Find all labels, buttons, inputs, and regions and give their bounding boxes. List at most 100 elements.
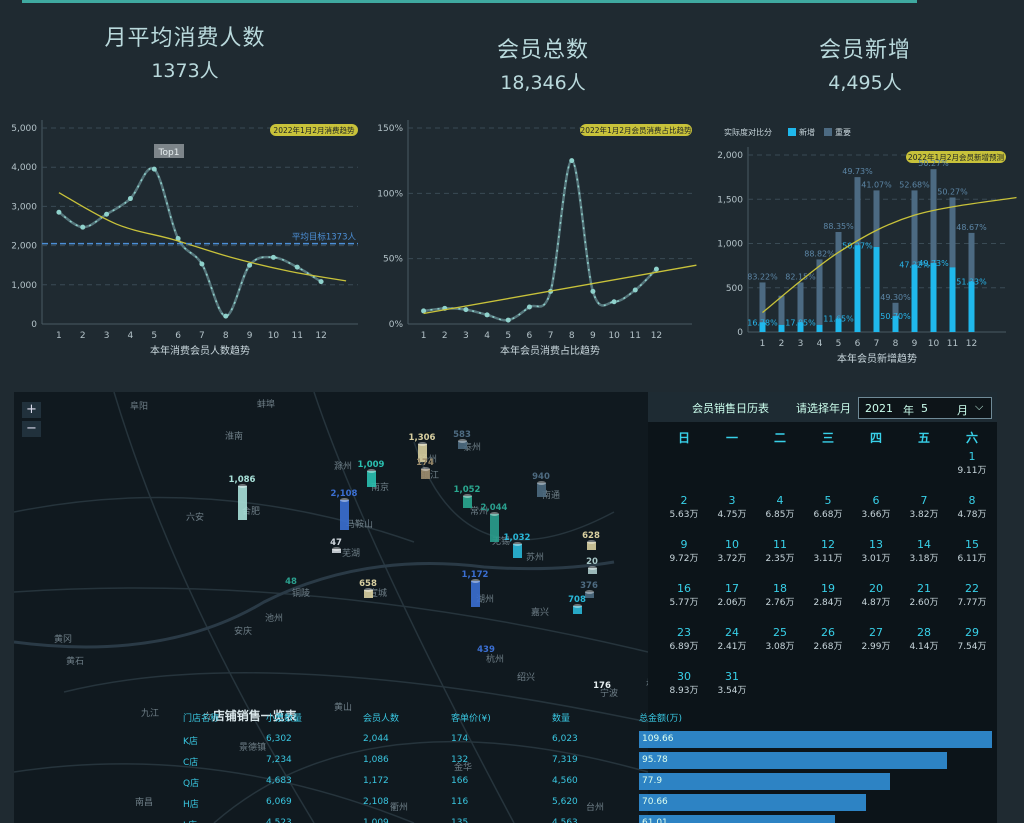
store-marker: 1,052	[454, 485, 481, 508]
day-number: 31	[725, 670, 739, 683]
y-tick-label: 1,000	[717, 240, 743, 250]
bar-important	[911, 190, 918, 332]
column-header[interactable]: 会员人数	[363, 714, 400, 724]
calendar-day[interactable]: 12 3.11万	[805, 538, 851, 564]
y-tick-label: 150%	[377, 124, 403, 134]
calendar-day[interactable]: 27 2.99万	[853, 626, 899, 652]
table-cell: C店	[183, 758, 199, 768]
calendar-day[interactable]: 9 9.72万	[661, 538, 707, 564]
y-tick-label: 0%	[389, 320, 404, 330]
calendar-day[interactable]: 26 2.68万	[805, 626, 851, 652]
zoom-out-button[interactable]: −	[22, 421, 41, 437]
table-cell: 1,172	[363, 776, 389, 786]
bar-new	[949, 267, 956, 332]
bar-label: 88.82%	[804, 249, 835, 258]
city-label: 绍兴	[517, 671, 535, 683]
calendar-day[interactable]: 30 8.93万	[661, 670, 707, 696]
bar-label: 47.32%	[899, 261, 930, 270]
road-line	[63, 672, 648, 723]
calendar-day[interactable]: 29 7.54万	[949, 626, 995, 652]
store-marker: 628	[582, 531, 600, 550]
day-amount: 4.75万	[717, 510, 747, 520]
data-point	[80, 224, 86, 230]
day-amount: 5.77万	[669, 598, 699, 608]
column-header[interactable]: 门店名称	[183, 714, 220, 724]
data-point	[484, 312, 490, 318]
month-value: 5	[921, 402, 928, 415]
x-tick-label: 12	[315, 331, 326, 341]
table-cell: 1,009	[363, 818, 389, 823]
city-label: 嘉兴	[531, 606, 549, 618]
bar-label: 88.35%	[823, 222, 854, 231]
calendar-day[interactable]: 25 3.08万	[757, 626, 803, 652]
calendar-day[interactable]: 24 2.41万	[709, 626, 755, 652]
column-header[interactable]: 数量	[552, 714, 571, 724]
day-amount: 3.11万	[813, 554, 843, 564]
calendar-day[interactable]: 5 6.68万	[805, 494, 851, 520]
y-tick-label: 1,500	[717, 195, 743, 205]
store-marker: 708	[568, 595, 586, 614]
bar-new	[873, 247, 880, 332]
zoom-in-button[interactable]: +	[22, 402, 41, 418]
bar-new	[968, 281, 975, 332]
x-tick-label: 8	[223, 331, 229, 341]
amount-bar: 77.9	[639, 773, 890, 790]
calendar-day[interactable]: 1 9.11万	[949, 450, 995, 476]
column-header[interactable]: 客单价(¥)	[451, 714, 491, 724]
marker-value: 1,052	[454, 485, 481, 495]
calendar-day[interactable]: 21 2.60万	[901, 582, 947, 608]
column-header-amount[interactable]: 总金额(万)	[639, 714, 683, 724]
calendar-day[interactable]: 6 3.66万	[853, 494, 899, 520]
day-number: 14	[917, 538, 931, 551]
calendar-day[interactable]: 16 5.77万	[661, 582, 707, 608]
city-label: 安庆	[234, 625, 252, 637]
calendar-day[interactable]: 2 5.63万	[661, 494, 707, 520]
marker-value: 20	[586, 557, 598, 567]
calendar-day[interactable]: 20 4.87万	[853, 582, 899, 608]
calendar-day[interactable]: 18 2.76万	[757, 582, 803, 608]
city-label: 南昌	[135, 796, 153, 808]
marker-value: 583	[453, 430, 471, 440]
x-tick-label: 7	[199, 331, 205, 341]
store-map[interactable]: 阜阳 蚌埠 淮南 滁州 合肥 六安 马鞍山 芜湖 南京 扬州 泰州 镇江 常州 无锡 南通 苏州 湖州 嘉兴 宣城铜…	[14, 392, 997, 823]
column-header[interactable]: 小票数量	[266, 714, 303, 724]
calendar-day[interactable]: 17 2.06万	[709, 582, 755, 608]
calendar-day[interactable]: 19 2.84万	[805, 582, 851, 608]
calendar-day[interactable]: 22 7.77万	[949, 582, 995, 608]
city-label: 无锡	[492, 536, 510, 547]
calendar-day[interactable]: 13 3.01万	[853, 538, 899, 564]
calendar-day[interactable]: 23 6.89万	[661, 626, 707, 652]
data-point	[104, 211, 110, 217]
calendar-day[interactable]: 10 3.72万	[709, 538, 755, 564]
calendar-day[interactable]: 31 3.54万	[709, 670, 755, 696]
marker-value: 48	[285, 577, 297, 587]
day-amount: 4.78万	[957, 510, 987, 520]
calendar-day[interactable]: 3 4.75万	[709, 494, 755, 520]
data-point	[127, 196, 133, 202]
calendar-title: 会员销售日历表	[692, 402, 769, 415]
x-tick-label: 4	[817, 339, 823, 349]
table-cell: 166	[451, 776, 469, 786]
year-unit: 年	[903, 404, 914, 417]
amount-value: 61.01	[642, 818, 668, 823]
marker-value: 376	[580, 581, 598, 591]
data-point	[590, 288, 596, 294]
calendar-day[interactable]: 7 3.82万	[901, 494, 947, 520]
calendar-day[interactable]: 14 3.18万	[901, 538, 947, 564]
day-number: 4	[776, 494, 784, 507]
day-amount: 4.14万	[909, 642, 939, 652]
calendar-day[interactable]: 28 4.14万	[901, 626, 947, 652]
calendar-day[interactable]: 8 4.78万	[949, 494, 995, 520]
city-label: 芜湖	[342, 547, 360, 559]
year-month-select[interactable]: 2021 年 5 月 ⌵	[858, 397, 992, 419]
top1-annotation: Top1	[154, 144, 184, 158]
x-tick-label: 7	[548, 331, 554, 341]
weekday-label: 一	[725, 431, 738, 445]
calendar-day[interactable]: 4 6.85万	[757, 494, 803, 520]
calendar-day[interactable]: 11 2.35万	[757, 538, 803, 564]
city-label: 杭州	[486, 653, 504, 665]
bar-label: 49.73%	[918, 259, 949, 268]
calendar-day[interactable]: 15 6.11万	[949, 538, 995, 564]
bar-important	[759, 282, 766, 332]
kpi-title: 月平均消费人数	[104, 26, 266, 51]
